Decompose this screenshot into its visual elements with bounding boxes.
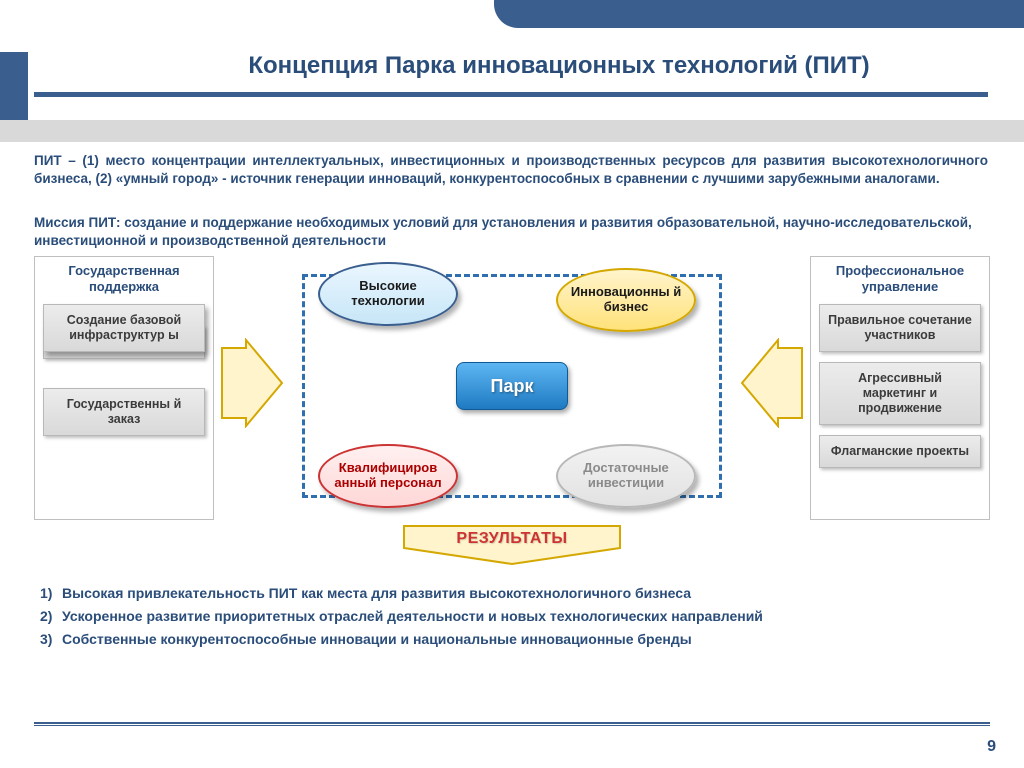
list-item-text: Собственные конкурентоспособные инноваци… — [62, 630, 692, 649]
oval-high-tech: Высокие технологии — [318, 262, 458, 326]
arrow-right-icon — [740, 338, 804, 428]
list-num: 2) — [34, 607, 62, 626]
oval-investments: Достаточные инвестиции — [556, 444, 696, 508]
oval-personnel-label: Квалифициров анный персонал — [324, 461, 452, 491]
oval-innov-business: Инновационны й бизнес — [556, 268, 696, 332]
paragraph-mission: Миссия ПИТ: создание и поддержание необх… — [34, 214, 988, 250]
title-underline — [34, 92, 988, 97]
oval-personnel: Квалифициров анный персонал — [318, 444, 458, 508]
slide-title: Концепция Парка инновационных технологий… — [130, 52, 988, 80]
left-panel-stack: таможенные льготы Создание базовой инфра… — [43, 304, 205, 378]
bottom-line — [34, 722, 990, 726]
gray-bar — [0, 120, 1024, 142]
list-item: 1)Высокая привлекательность ПИТ как мест… — [34, 584, 988, 603]
list-num: 1) — [34, 584, 62, 603]
list-item: 2)Ускоренное развитие приоритетных отрас… — [34, 607, 988, 626]
left-panel-title: Государственная поддержка — [35, 257, 213, 304]
list-item: 3)Собственные конкурентоспособные иннова… — [34, 630, 988, 649]
results-label: РЕЗУЛЬТАТЫ — [400, 530, 624, 548]
list-num: 3) — [34, 630, 62, 649]
oval-innov-business-label: Инновационны й бизнес — [562, 285, 690, 315]
left-panel-item-3: Государственны й заказ — [43, 388, 205, 436]
right-panel-item-1: Правильное сочетание участников — [819, 304, 981, 352]
left-bar-decoration — [0, 52, 28, 126]
oval-high-tech-label: Высокие технологии — [324, 279, 452, 309]
right-panel-item-3: Флагманские проекты — [819, 435, 981, 468]
page-number: 9 — [987, 738, 996, 756]
paragraph-definition: ПИТ – (1) место концентрации интеллектуа… — [34, 152, 988, 188]
left-panel-item-1: Создание базовой инфраструктур ы — [43, 304, 205, 352]
arrow-left-icon — [220, 338, 284, 428]
left-panel: Государственная поддержка таможенные льг… — [34, 256, 214, 520]
center-park-label: Парк — [491, 376, 534, 397]
title-block: Концепция Парка инновационных технологий… — [130, 42, 988, 90]
list-item-text: Высокая привлекательность ПИТ как места … — [62, 584, 691, 603]
top-tab-decoration — [494, 0, 1024, 28]
results-list: 1)Высокая привлекательность ПИТ как мест… — [34, 584, 988, 653]
right-panel-item-2: Агрессивный маркетинг и продвижение — [819, 362, 981, 425]
right-panel-title: Профессиональное управление — [811, 257, 989, 304]
list-item-text: Ускоренное развитие приоритетных отрасле… — [62, 607, 763, 626]
oval-investments-label: Достаточные инвестиции — [562, 461, 690, 491]
right-panel: Профессиональное управление Правильное с… — [810, 256, 990, 520]
center-park: Парк — [456, 362, 568, 410]
